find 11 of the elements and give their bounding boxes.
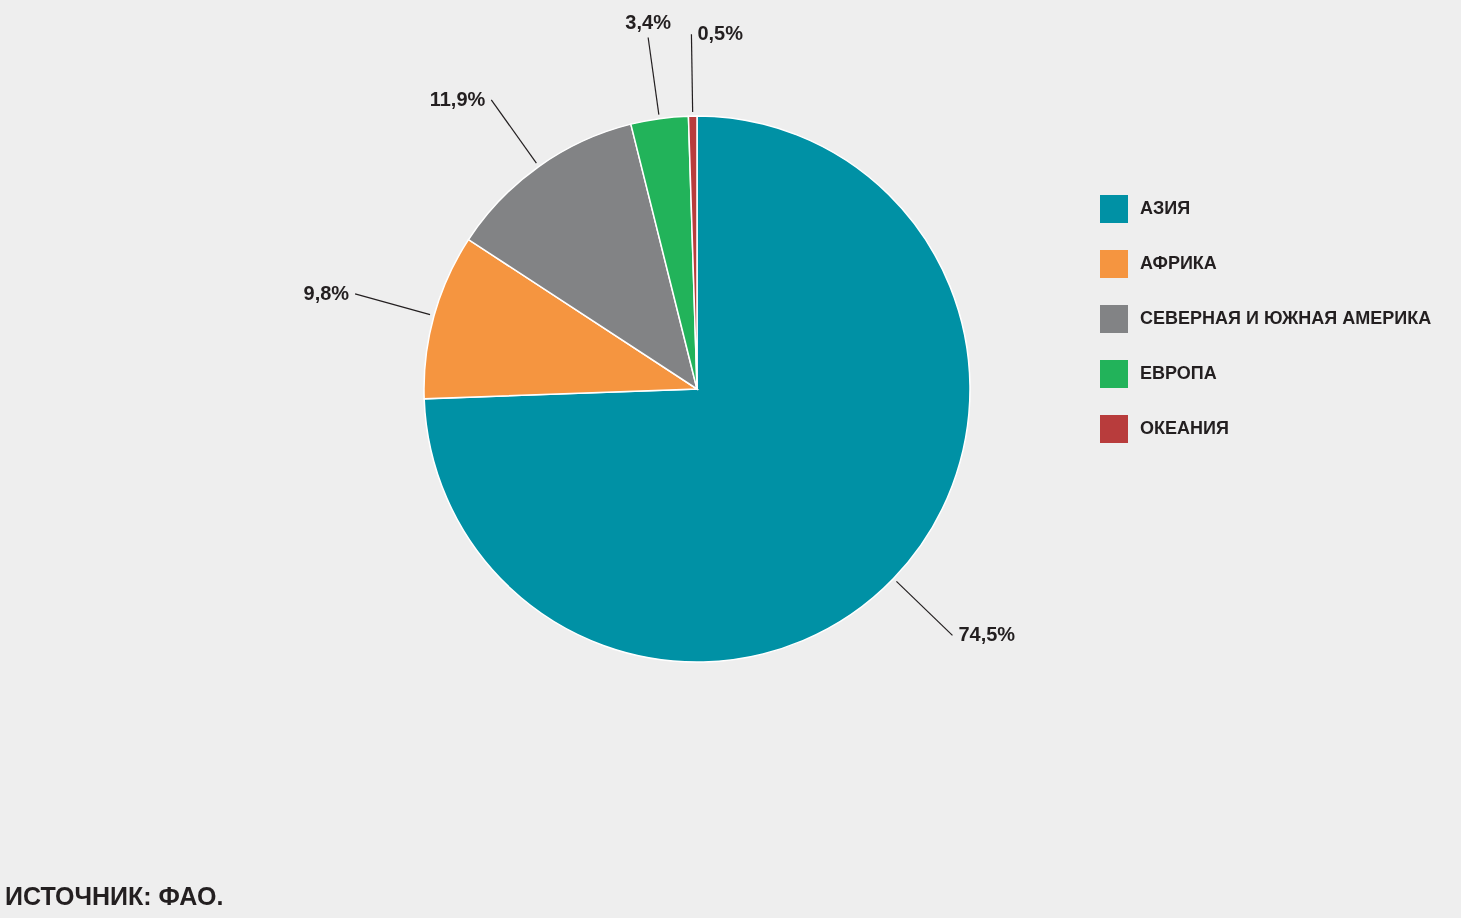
data-label: 3,4% bbox=[625, 11, 672, 34]
legend-label: ЕВРОПА bbox=[1140, 363, 1217, 383]
data-label: 9,8% bbox=[303, 281, 350, 304]
data-label: 74,5% bbox=[958, 623, 1016, 646]
legend-label: АФРИКА bbox=[1140, 253, 1217, 273]
text: ИСТОЧНИК: ФАО. bbox=[5, 882, 224, 910]
legend-label: ОКЕАНИЯ bbox=[1140, 418, 1229, 438]
data-label: 11,9% bbox=[429, 87, 486, 110]
legend-label: СЕВЕРНАЯ И ЮЖНАЯ АМЕРИКА bbox=[1140, 308, 1432, 328]
data-label: 0,5% bbox=[697, 22, 744, 45]
legend-label: АЗИЯ bbox=[1140, 198, 1191, 218]
